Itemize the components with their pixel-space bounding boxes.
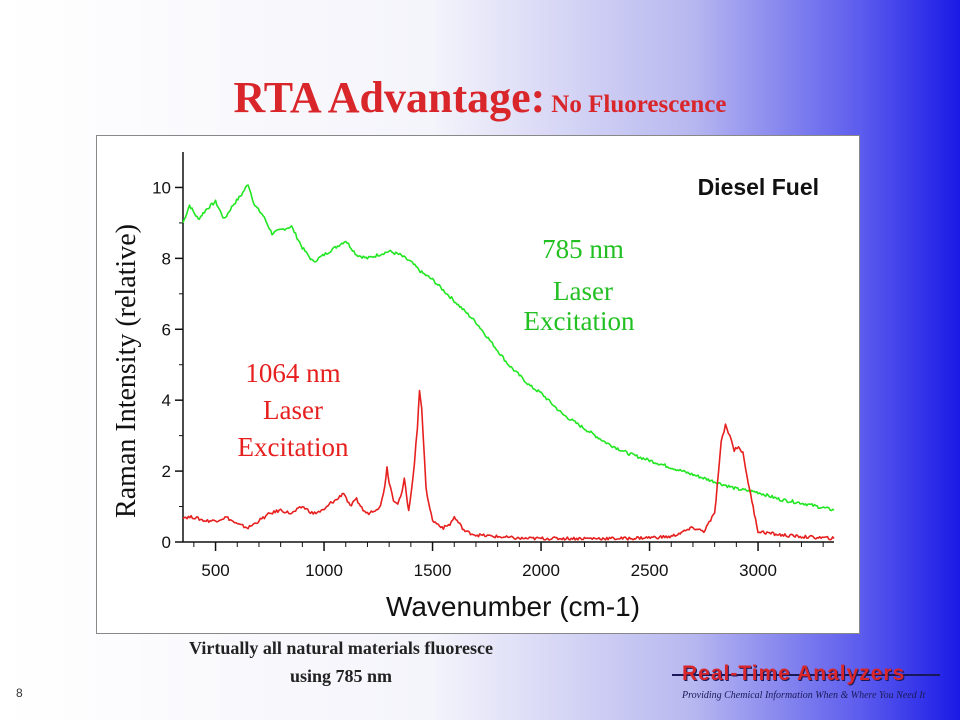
caption-line-1: Virtually all natural materials fluoresc… [189, 638, 493, 658]
chart-axes: 0 2 4 6 8 10 500 1000 1500 2000 2500 3000 [152, 152, 834, 580]
slide-number: 8 [16, 686, 23, 700]
y-tick-label: 6 [162, 320, 171, 339]
slide-caption: Virtually all natural materials fluoresc… [96, 634, 586, 690]
logo-tagline: Providing Chemical Information When & Wh… [682, 690, 926, 701]
chart-annotation-785-laser: Laser [553, 276, 613, 306]
chart-annotation-785-excitation: Excitation [524, 306, 635, 336]
chart-annotation-1064-excitation: Excitation [238, 432, 349, 462]
spectrum-peak-logo [672, 674, 940, 676]
y-tick-label: 4 [162, 391, 171, 410]
y-tick-label: 0 [162, 533, 171, 552]
x-tick-label: 2500 [631, 561, 669, 580]
y-tick-label: 8 [162, 249, 171, 268]
chart-y-axis-label: Raman Intensity (relative) [111, 224, 142, 518]
chart-annotation-785nm: 785 nm [542, 234, 624, 264]
x-tick-label: 1500 [414, 561, 452, 580]
chart-annotation-1064nm: 1064 nm [245, 358, 340, 388]
y-tick-label: 10 [152, 178, 171, 197]
series-line-0 [182, 184, 835, 512]
raman-spectrum-chart: 0 2 4 6 8 10 500 1000 1500 2000 2500 3000 Diesel Fu… [111, 152, 835, 622]
chart-panel: 0 2 4 6 8 10 500 1000 1500 2000 2500 3000 Diesel Fu… [96, 135, 860, 634]
y-tick-label: 2 [162, 462, 171, 481]
company-logo: Real-Time Analyzers Providing Chemical I… [672, 660, 940, 710]
x-tick-label: 3000 [739, 561, 777, 580]
caption-line-2: using 785 nm [289, 666, 393, 686]
slide-title: RTA Advantage: No Fluorescence [0, 72, 960, 123]
x-tick-label: 1000 [305, 561, 343, 580]
x-tick-label: 500 [201, 561, 229, 580]
slide-title-sub: No Fluorescence [551, 91, 727, 118]
slide-title-main: RTA Advantage: [233, 73, 546, 122]
chart-x-axis-label: Wavenumber (cm-1) [386, 591, 640, 622]
chart-series-group [182, 184, 835, 541]
chart-annotation-1064-laser: Laser [263, 395, 323, 425]
chart-annotation-diesel-fuel: Diesel Fuel [698, 174, 819, 200]
x-tick-label: 2000 [522, 561, 560, 580]
series-line-1 [182, 389, 835, 541]
logo-company-name: Real-Time Analyzers [682, 662, 906, 685]
